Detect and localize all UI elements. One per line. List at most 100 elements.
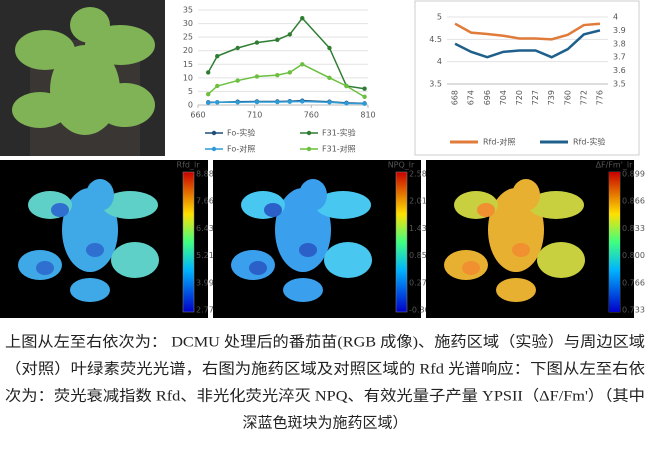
x-tick-label: 704 <box>499 90 508 105</box>
point <box>275 37 280 43</box>
x-tick-label: 660 <box>190 111 205 120</box>
series-line <box>207 16 365 90</box>
series-line <box>207 63 365 98</box>
point <box>300 99 305 104</box>
legend-marker <box>211 130 217 136</box>
x-tick-label: 696 <box>483 90 492 105</box>
point <box>254 40 260 45</box>
point <box>206 91 211 97</box>
colorbar-tick-label: 0.833 <box>622 224 645 233</box>
leaf-region <box>315 191 371 219</box>
x-tick-label: 674 <box>467 90 476 105</box>
heatmap-panel: Rfd_lr8.884 7.662 6.439 5.216 3.993 2.770 <box>0 160 219 318</box>
heatmap-panel: NPQ_lr2.589 2.010 1.432 0.854 0.276 -0.303 <box>213 160 435 318</box>
legend-marker <box>306 146 312 152</box>
leaf-region <box>537 242 585 278</box>
x-tick-label: 760 <box>563 90 572 105</box>
point <box>327 45 332 51</box>
leaf-region <box>102 191 158 219</box>
point <box>362 86 367 91</box>
y-tick-label: 4 <box>437 57 442 66</box>
legend-label: F31-对照 <box>322 144 356 154</box>
y-tick-label: 25 <box>183 33 193 42</box>
point <box>235 78 240 83</box>
colorbar-tick-label: 0.276 <box>409 278 432 287</box>
leaf-region <box>70 278 110 302</box>
colorbar <box>395 171 408 313</box>
point <box>344 83 349 89</box>
colorbar-tick-label: 3.993 <box>196 278 219 287</box>
leaf-region <box>299 179 327 211</box>
colorbar-tick-label: 0.899 <box>622 170 645 179</box>
point <box>235 45 240 51</box>
x-tick-label: 668 <box>451 90 460 105</box>
legend-label: Fo-实验 <box>227 128 255 138</box>
point <box>275 99 280 105</box>
colorbar-title: Rfd_lr <box>177 161 201 170</box>
point <box>254 74 260 79</box>
colorbar-title: NPQ_lr <box>388 161 415 170</box>
colorbar <box>182 171 195 313</box>
treated-spot <box>512 243 530 257</box>
colorbar-title: ΔF/Fm'_lr <box>596 161 634 170</box>
legend-label: Fo-对照 <box>227 144 255 154</box>
colorbar-tick-label: 0.800 <box>622 251 645 260</box>
series-line <box>454 29 601 59</box>
colorbar-tick-label: 5.216 <box>196 251 219 260</box>
legend-label: Rfd-对照 <box>483 137 515 147</box>
colorbar-tick-label: 8.884 <box>196 170 219 179</box>
x-tick-label: 739 <box>547 90 556 105</box>
y-tick-label: 15 <box>183 60 193 69</box>
point <box>215 83 220 89</box>
colorbar <box>609 172 620 312</box>
treated-spot <box>462 261 480 275</box>
point <box>206 100 211 106</box>
y-tick-label: 4.5 <box>429 35 442 44</box>
colorbar-tick-label: 2.589 <box>409 170 432 179</box>
y2-tick-label: 3.5 <box>613 80 626 89</box>
point <box>287 32 292 37</box>
point <box>362 101 367 106</box>
colorbar-tick-label: 2.010 <box>409 197 432 206</box>
heatmap-panel: ΔF/Fm'_lr0.899 0.866 0.833 0.800 0.766 0.733 <box>426 160 645 318</box>
treated-spot <box>477 203 495 217</box>
colorbar-tick-label: 0.854 <box>409 251 432 260</box>
y2-tick-label: 3.8 <box>613 39 626 48</box>
x-tick-label: 776 <box>595 90 604 105</box>
point <box>287 70 292 75</box>
series-line <box>208 100 365 105</box>
colorbar-tick-label: 0.866 <box>622 197 645 206</box>
treated-spot <box>51 203 69 217</box>
point <box>287 99 292 104</box>
y2-tick-label: 3.9 <box>613 26 626 35</box>
leaf-region <box>111 242 159 278</box>
x-tick-label: 810 <box>360 111 375 120</box>
caption-line: 上图从左至右依次为： DCMU 处理后的番茄苗(RGB 成像)、施药区域（实验）… <box>5 333 645 350</box>
point <box>327 75 332 81</box>
chart-frame <box>414 0 640 156</box>
y-tick-label: 5 <box>188 87 193 96</box>
y-tick-label: 5 <box>437 13 442 22</box>
treated-spot <box>264 203 282 217</box>
colorbar-tick-label: 7.662 <box>196 197 219 206</box>
point <box>362 94 367 100</box>
series-line <box>454 22 601 41</box>
caption-line: 次为：荧光衰减指数 Rfd、非光化荧光淬灭 NPQ、有效光量子产量 YPSII（… <box>5 387 645 404</box>
caption-line: （对照）叶绿素荧光光谱，右图为施药区域及对照区域的 Rfd 光谱响应：下图从左至… <box>5 359 645 377</box>
x-tick-label: 720 <box>515 90 524 105</box>
leaf-region <box>283 278 323 302</box>
treated-spot <box>86 243 104 257</box>
colorbar-tick-label: 0.733 <box>622 306 645 315</box>
y2-tick-label: 3.7 <box>613 53 626 62</box>
point <box>254 99 260 105</box>
point <box>344 101 349 106</box>
treated-spot <box>299 243 317 257</box>
rgb-photo <box>0 0 165 156</box>
colorbar-tick-label: 6.439 <box>196 224 219 233</box>
colorbar-tick-label: 0.766 <box>622 278 645 287</box>
y-tick-label: 20 <box>183 46 193 55</box>
x-tick-label: 760 <box>304 111 319 120</box>
colorbar-tick-label: 1.432 <box>409 224 432 233</box>
x-tick-label: 710 <box>247 111 262 120</box>
